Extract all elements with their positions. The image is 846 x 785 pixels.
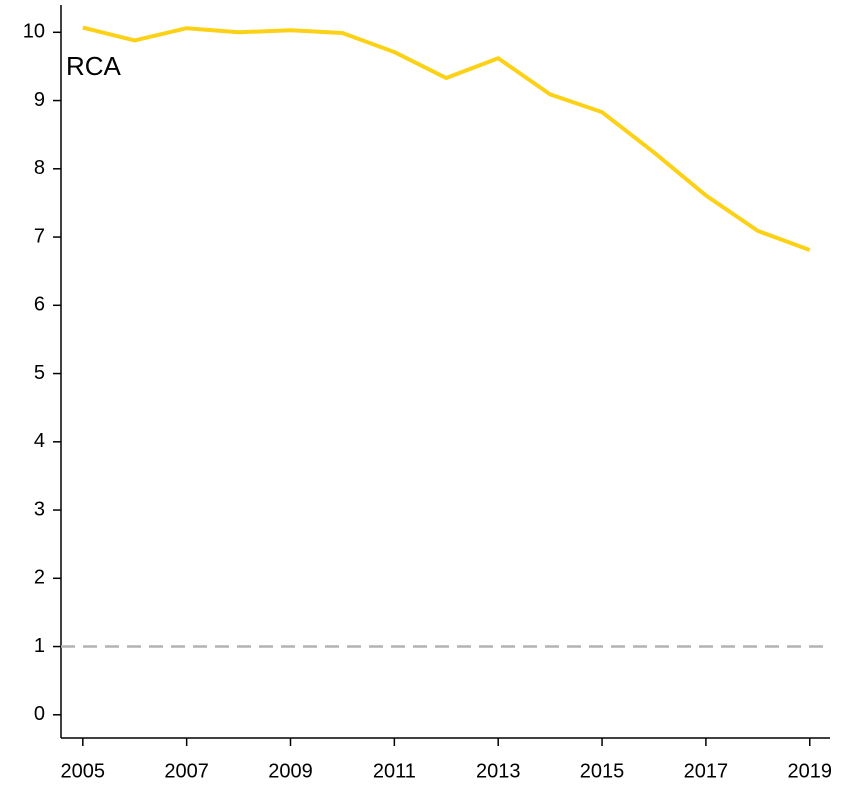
y-tick-label: 4: [34, 430, 45, 452]
annotation: RCA: [66, 51, 122, 81]
x-tick-label: 2015: [580, 760, 625, 782]
y-tick-label: 7: [34, 225, 45, 247]
y-tick-label: 3: [34, 498, 45, 520]
y-tick-label: 6: [34, 294, 45, 316]
x-tick-label: 2017: [684, 760, 729, 782]
data-line: [82, 25, 811, 252]
x-tick-label: 2013: [476, 760, 521, 782]
y-tick-label: 8: [34, 157, 45, 179]
x-tick-label: 2007: [164, 760, 209, 782]
x-tick-label: 2011: [373, 760, 416, 782]
y-tick-label: 9: [34, 89, 45, 111]
y-tick-label: 2: [34, 567, 45, 589]
y-tick-label: 10: [23, 21, 45, 43]
x-tick-label: 2009: [268, 760, 313, 782]
x-tick-label: 2005: [61, 760, 106, 782]
y-tick-label: 5: [34, 362, 45, 384]
y-tick-label: 0: [34, 703, 45, 725]
y-tick-label: 1: [34, 635, 45, 657]
x-tick-label: 2019: [787, 760, 832, 782]
